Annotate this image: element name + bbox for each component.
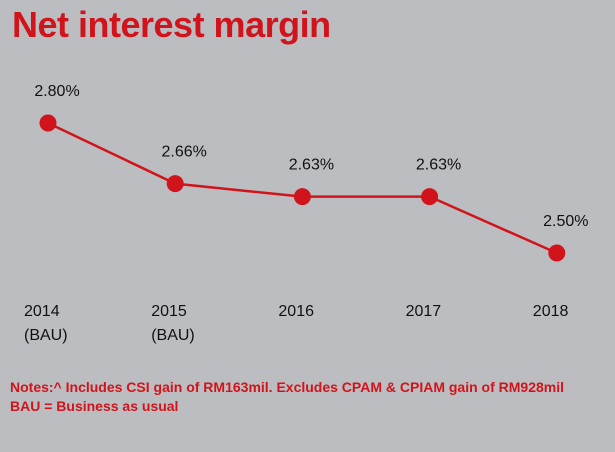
- data-point: [421, 188, 439, 206]
- x-tick-label: 2016: [278, 303, 314, 320]
- x-tick-label: 2014: [24, 303, 60, 320]
- data-point: [39, 114, 57, 132]
- data-label: 2.50%: [543, 213, 588, 230]
- notes-line-1: Notes:^ Includes CSI gain of RM163mil. E…: [10, 379, 565, 395]
- x-tick-label: 2017: [406, 303, 442, 320]
- data-label: 2.63%: [416, 157, 461, 174]
- series-line: [47, 121, 558, 255]
- data-point: [166, 175, 184, 193]
- data-point: [293, 188, 311, 206]
- x-tick-label: 2015: [151, 303, 187, 320]
- notes: Notes:^ Includes CSI gain of RM163mil. E…: [10, 378, 564, 416]
- data-label: 2.80%: [34, 83, 79, 100]
- data-point: [548, 244, 566, 262]
- notes-line-2: BAU = Business as usual: [10, 398, 179, 414]
- data-label: 2.63%: [289, 157, 334, 174]
- x-tick-sublabel: (BAU): [151, 327, 195, 344]
- x-tick-sublabel: (BAU): [24, 327, 68, 344]
- data-label: 2.66%: [162, 144, 207, 161]
- line-chart: 2.80% 2014 (BAU) 2.66% 2015 (BAU) 2.63% 2016 2.6…: [24, 83, 588, 344]
- x-tick-label: 2018: [533, 303, 569, 320]
- chart-title: Net interest margin: [12, 4, 331, 45]
